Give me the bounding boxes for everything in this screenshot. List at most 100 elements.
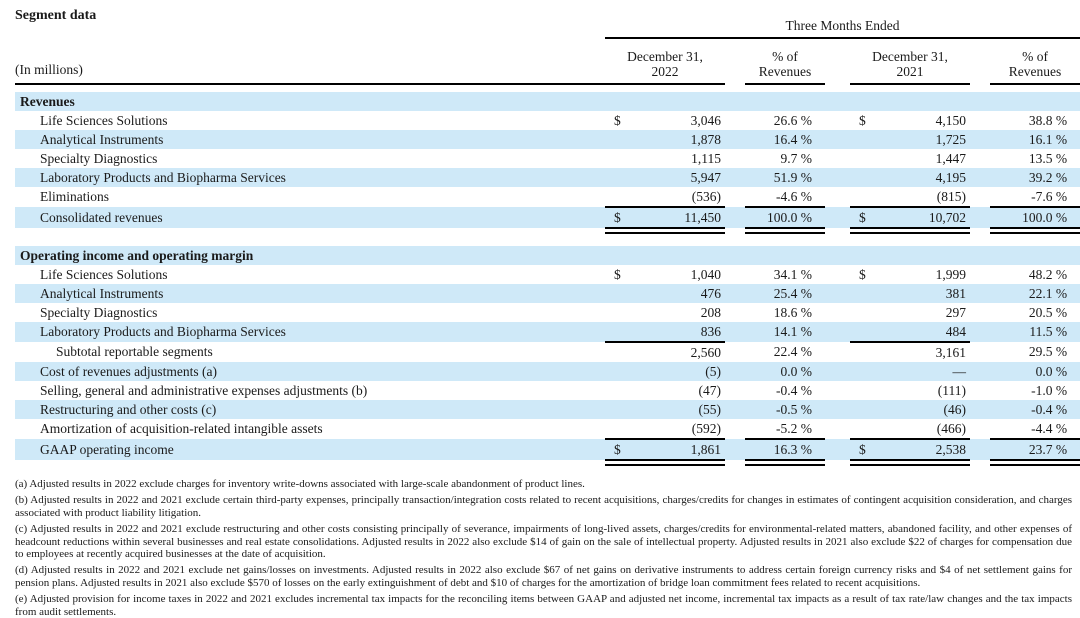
- table-header-row-columns: (In millions) December 31, 2022 % of Rev…: [15, 38, 1080, 85]
- gap-cell: [970, 265, 990, 284]
- gap-cell: [825, 168, 850, 187]
- value-cell: 1,725: [880, 130, 970, 149]
- gap-cell: [725, 265, 745, 284]
- double-rule-segment: [745, 460, 825, 466]
- gap-cell: [725, 168, 745, 187]
- gap-cell: [725, 130, 745, 149]
- data-row: Laboratory Products and Biopharma Servic…: [15, 168, 1080, 187]
- dollar-sign-cell: [605, 342, 635, 362]
- dollar-sign-cell: [850, 149, 880, 168]
- dollar-sign-cell: [850, 284, 880, 303]
- gap-cell: [725, 419, 745, 439]
- data-row: Eliminations (536) -4.6 % (815) -7.6 %: [15, 187, 1080, 207]
- value-cell: (466): [936, 420, 966, 436]
- column-header-dec-2022: December 31, 2022: [605, 38, 725, 85]
- value-cell: (55): [635, 400, 725, 419]
- dollar-sign-cell: $: [605, 438, 635, 461]
- percent-cell: 16.1 %: [990, 130, 1080, 149]
- gap-cell: [725, 362, 745, 381]
- table-header-row-top: Segment data Three Months Ended: [15, 6, 1080, 39]
- percent-cell: 48.2 %: [1028, 266, 1068, 282]
- data-row: Cost of revenues adjustments (a) (5) 0.0 %…: [15, 362, 1080, 381]
- dollar-sign-cell: [850, 130, 880, 149]
- value-cell: (536): [691, 188, 721, 204]
- column-header-line: December 31,: [872, 49, 948, 64]
- value-cell: —: [880, 362, 970, 381]
- value-cell: (111): [937, 382, 966, 398]
- row-label: Subtotal reportable segments: [56, 344, 213, 359]
- percent-cell: 9.7 %: [780, 150, 813, 166]
- gap-cell: [725, 111, 745, 130]
- segment-data-table: Segment data Three Months Ended (In mill…: [15, 6, 1080, 466]
- percent-cell: 0.0 %: [745, 362, 825, 381]
- double-rule-segment: [605, 228, 725, 234]
- dollar-sign-cell: [850, 303, 880, 322]
- dollar-sign-cell: [605, 130, 635, 149]
- data-row: Specialty Diagnostics 1,115 9.7 % 1,447 13.5…: [15, 149, 1080, 168]
- spacer: [825, 228, 850, 233]
- gap-cell: [725, 187, 745, 207]
- data-row: Analytical Instruments 1,878 16.4 % 1,725 16…: [15, 130, 1080, 149]
- dollar-sign-cell: [605, 381, 635, 400]
- percent-cell: -1.0 %: [1031, 382, 1068, 398]
- header-gap: [725, 38, 745, 84]
- dollar-sign-cell: [850, 362, 880, 381]
- gap-cell: [825, 265, 850, 284]
- page-title: Segment data: [15, 6, 605, 38]
- spacer: [15, 233, 1080, 246]
- data-row: Specialty Diagnostics 208 18.6 % 297 20.5 %: [15, 303, 1080, 322]
- spacer: [970, 460, 990, 465]
- dollar-sign-cell: $: [859, 266, 866, 282]
- gap-cell: [970, 111, 990, 130]
- spacer: [970, 228, 990, 233]
- gap-cell: [825, 362, 850, 381]
- percent-cell: 26.6 %: [773, 112, 812, 128]
- percent-cell: 29.5 %: [1028, 344, 1068, 359]
- percent-cell: 39.2 %: [990, 168, 1080, 187]
- row-label: Laboratory Products and Biopharma Servic…: [15, 322, 605, 342]
- dollar-sign-cell: [605, 400, 635, 419]
- gap-cell: [970, 342, 990, 362]
- dollar-sign-cell: [605, 284, 635, 303]
- gap-cell: [825, 400, 850, 419]
- column-header-line: Revenues: [1008, 64, 1062, 79]
- footnote-e: (e) Adjusted provision for income taxes …: [15, 593, 1072, 618]
- gap-cell: [725, 381, 745, 400]
- period-group-header: Three Months Ended: [605, 6, 1080, 39]
- row-label: Selling, general and administrative expe…: [40, 382, 368, 398]
- dollar-sign-cell: [605, 362, 635, 381]
- gap-cell: [970, 207, 990, 228]
- gap-cell: [825, 111, 850, 130]
- dollar-sign-cell: [850, 342, 880, 362]
- dollar-sign-cell: [850, 168, 880, 187]
- gap-cell: [725, 207, 745, 228]
- gap-cell: [825, 342, 850, 362]
- double-rule-segment: [745, 228, 825, 234]
- value-cell: 1,878: [635, 130, 725, 149]
- value-cell: (46): [880, 400, 970, 419]
- dollar-sign-cell: [605, 149, 635, 168]
- row-label: Eliminations: [40, 189, 109, 204]
- double-rule-segment: [850, 228, 970, 234]
- dollar-sign-cell: [605, 419, 635, 439]
- data-row: Laboratory Products and Biopharma Servic…: [15, 322, 1080, 343]
- row-label: Analytical Instruments: [15, 284, 605, 303]
- dollar-sign-cell: [605, 322, 635, 343]
- percent-cell: 14.1 %: [745, 322, 825, 342]
- percent-cell: 23.7 %: [990, 438, 1080, 461]
- gap-cell: [970, 187, 990, 207]
- gap-cell: [825, 439, 850, 460]
- value-cell: 3,046: [690, 112, 721, 128]
- percent-cell: -4.4 %: [1031, 420, 1068, 436]
- column-header-pct-2022: % of Revenues: [745, 38, 825, 85]
- percent-cell: 20.5 %: [1028, 304, 1068, 320]
- section-header-row: Operating income and operating margin: [15, 246, 1080, 265]
- gap-cell: [970, 303, 990, 322]
- gap-cell: [970, 149, 990, 168]
- row-label: Laboratory Products and Biopharma Servic…: [15, 168, 605, 187]
- gap-cell: [825, 322, 850, 342]
- section-title: Operating income and operating margin: [15, 246, 1080, 265]
- gap-cell: [970, 400, 990, 419]
- value-cell: (592): [691, 420, 721, 436]
